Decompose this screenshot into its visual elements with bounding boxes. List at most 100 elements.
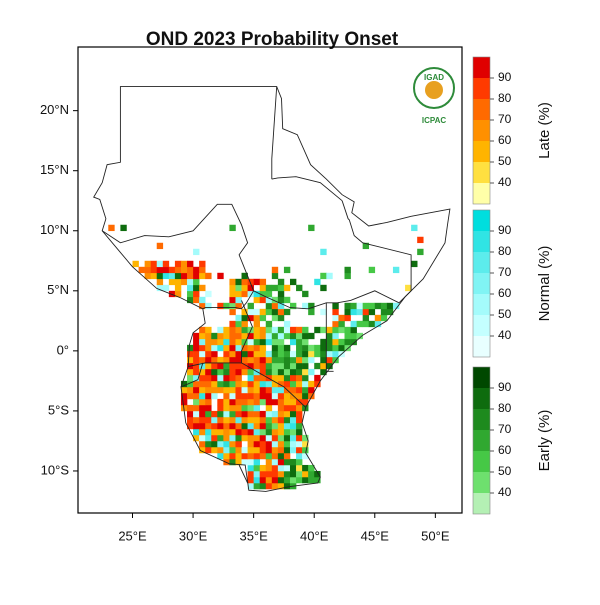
colorbar-bin (473, 273, 490, 294)
cell (277, 356, 285, 364)
cell (259, 362, 267, 370)
cell (199, 380, 206, 388)
cell (277, 434, 285, 442)
cell (308, 386, 315, 394)
cell (162, 284, 170, 292)
cell (180, 260, 188, 268)
cell (205, 380, 212, 388)
cell (144, 260, 151, 268)
cell (217, 302, 224, 310)
cell (283, 362, 291, 370)
colorbar-tick-label: 40 (498, 485, 512, 499)
colorbar-bin (473, 493, 490, 514)
cell (296, 422, 303, 430)
cell (259, 416, 267, 424)
cell (338, 320, 345, 328)
cell (326, 350, 333, 358)
cell (265, 410, 273, 418)
cell (241, 338, 248, 346)
cell (350, 332, 357, 340)
cell (223, 404, 230, 412)
cell (235, 350, 242, 358)
colorbar-tick-label: 60 (498, 443, 512, 457)
cell (187, 356, 194, 364)
cell (193, 410, 200, 418)
cell (271, 272, 279, 280)
cell (289, 416, 297, 424)
colorbar-bin (473, 472, 490, 493)
cell (241, 458, 248, 466)
cell (277, 428, 285, 436)
cell (205, 350, 212, 358)
cell (229, 446, 236, 454)
cell (217, 374, 224, 382)
cell (247, 404, 254, 412)
cell (205, 290, 212, 298)
cell (180, 392, 188, 400)
cell (265, 386, 273, 394)
cell (265, 290, 273, 298)
cell (187, 368, 194, 376)
cell (277, 440, 285, 448)
cell (229, 410, 236, 418)
colorbar-tick-label: 70 (498, 422, 512, 436)
cell (302, 452, 309, 460)
cell (247, 434, 254, 442)
cell (271, 326, 279, 334)
cell (265, 326, 273, 334)
cell (241, 308, 248, 316)
cell (265, 296, 273, 304)
cell (211, 416, 218, 424)
border (238, 464, 249, 484)
cell (308, 476, 315, 484)
cell (253, 422, 261, 430)
cell (302, 470, 309, 478)
cell (289, 332, 297, 340)
cell (320, 338, 327, 346)
colorbar-bin (473, 367, 490, 388)
cell (253, 476, 261, 484)
cell (217, 380, 224, 388)
cell (283, 458, 291, 466)
cell (187, 266, 194, 274)
cell (253, 464, 261, 472)
cell (193, 392, 200, 400)
cell (235, 284, 242, 292)
cell (271, 392, 279, 400)
cell (332, 308, 339, 316)
cell (235, 428, 242, 436)
cell (296, 284, 303, 292)
cell (229, 422, 236, 430)
cell (217, 332, 224, 340)
cell (247, 338, 254, 346)
colorbar-tick-label: 40 (498, 328, 512, 342)
cell (259, 422, 267, 430)
cell (235, 422, 242, 430)
cell (199, 350, 206, 358)
cell (277, 404, 285, 412)
cell (308, 344, 315, 352)
cell (344, 302, 351, 310)
border (202, 290, 254, 310)
cell (259, 344, 267, 352)
cell (217, 404, 224, 412)
cell (253, 278, 261, 286)
cell (174, 266, 182, 274)
cell (271, 350, 279, 358)
cell (199, 398, 206, 406)
cell (283, 392, 291, 400)
cell (344, 272, 351, 280)
cell (187, 374, 194, 382)
cell (253, 482, 261, 490)
cell (320, 326, 327, 334)
cell (223, 422, 230, 430)
cell (211, 440, 218, 448)
colorbar-bin (473, 120, 490, 141)
cell (247, 428, 254, 436)
cell (247, 476, 254, 484)
cell (308, 470, 315, 478)
border (271, 176, 343, 202)
cell (156, 260, 164, 268)
cell (283, 446, 291, 454)
cell (296, 332, 303, 340)
